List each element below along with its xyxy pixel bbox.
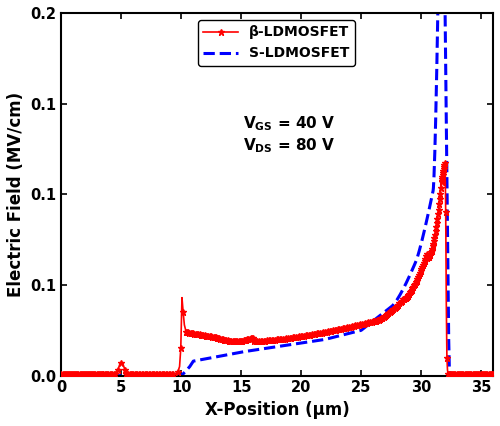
S-LDMOSFET bbox=[193, 358, 199, 363]
β-LDMOSFET bbox=[422, 256, 428, 261]
Line: β-LDMOSFET: β-LDMOSFET bbox=[58, 160, 496, 378]
S-LDMOSFET bbox=[58, 373, 64, 378]
β-LDMOSFET bbox=[442, 161, 448, 166]
β-LDMOSFET bbox=[126, 371, 132, 377]
S-LDMOSFET bbox=[413, 259, 419, 265]
Line: S-LDMOSFET: S-LDMOSFET bbox=[62, 0, 493, 376]
β-LDMOSFET bbox=[490, 371, 496, 377]
Legend: β-LDMOSFET, S-LDMOSFET: β-LDMOSFET, S-LDMOSFET bbox=[198, 20, 355, 66]
Y-axis label: Electric Field (MV/cm): Electric Field (MV/cm) bbox=[7, 92, 25, 297]
β-LDMOSFET bbox=[178, 346, 184, 351]
S-LDMOSFET bbox=[279, 343, 285, 348]
S-LDMOSFET bbox=[380, 311, 386, 316]
β-LDMOSFET bbox=[241, 337, 247, 343]
β-LDMOSFET bbox=[128, 371, 134, 377]
S-LDMOSFET bbox=[430, 188, 436, 193]
β-LDMOSFET bbox=[58, 371, 64, 377]
β-LDMOSFET bbox=[228, 338, 234, 343]
S-LDMOSFET bbox=[430, 185, 436, 190]
S-LDMOSFET bbox=[490, 373, 496, 378]
X-axis label: X-Position (μm): X-Position (μm) bbox=[205, 401, 350, 419]
β-LDMOSFET bbox=[88, 371, 94, 377]
Text: $\mathbf{V_{GS}}$ = 40 V
$\mathbf{V_{DS}}$ = 80 V: $\mathbf{V_{GS}}$ = 40 V $\mathbf{V_{DS}… bbox=[242, 115, 336, 155]
